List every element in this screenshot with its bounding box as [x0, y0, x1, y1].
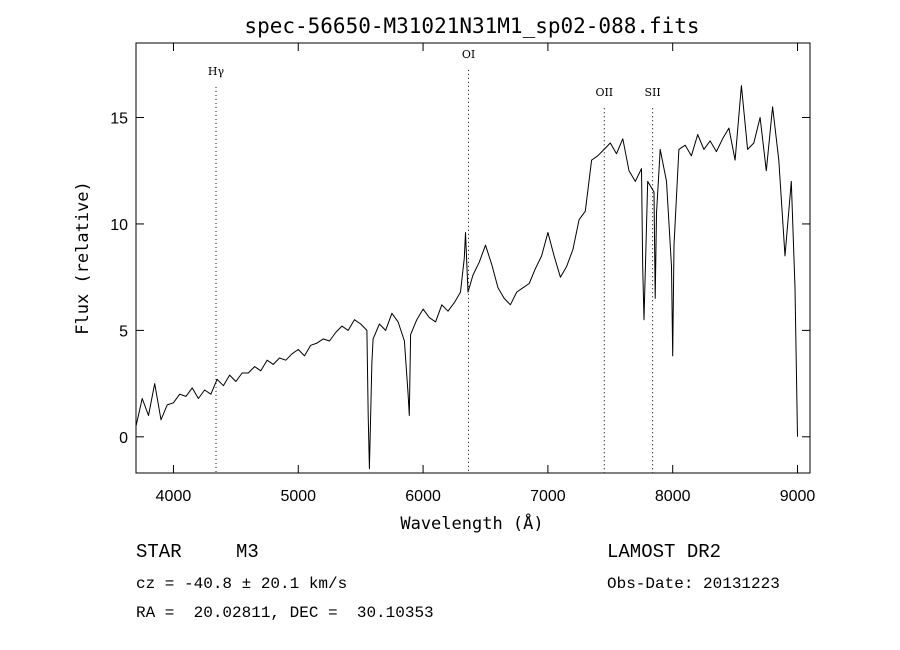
survey-name: LAMOST DR2 — [607, 541, 722, 563]
redshift-cz: cz = -40.8 ± 20.1 km/s — [136, 575, 348, 593]
object-subclass: M3 — [236, 541, 259, 563]
chart-title: spec-56650-M31021N31M1_sp02-088.fits — [244, 14, 699, 38]
coordinates: RA = 20.02811, DEC = 30.10353 — [136, 604, 434, 622]
x-tick-label: 7000 — [530, 488, 566, 505]
x-tick-label: 4000 — [156, 488, 192, 505]
x-tick-label: 8000 — [655, 488, 691, 505]
y-tick-label: 15 — [110, 111, 128, 128]
annotation-labels: Hγ OI OII SII — [208, 48, 661, 99]
spectrum-series-line — [135, 85, 798, 470]
y-tick-label: 5 — [119, 323, 128, 340]
series-layer — [135, 85, 798, 470]
y-tick-label: 0 — [119, 430, 128, 447]
y-axis-label: Flux (relative) — [73, 181, 93, 335]
y-axis-ticks: 0 5 10 15 — [110, 111, 810, 447]
annotation-label: SII — [644, 86, 660, 99]
y-tick-label: 10 — [110, 217, 128, 234]
x-tick-label: 5000 — [280, 488, 316, 505]
x-tick-label: 6000 — [405, 488, 441, 505]
x-axis-ticks: 4000 5000 6000 7000 8000 9000 — [156, 43, 816, 505]
annotation-lines — [215, 69, 654, 473]
x-tick-label: 9000 — [780, 488, 816, 505]
x-axis-label: Wavelength (Å) — [400, 512, 543, 534]
object-type: STAR — [136, 541, 182, 563]
plot-frame — [135, 42, 811, 474]
obs-date: Obs-Date: 20131223 — [607, 575, 780, 593]
annotation-label: OI — [462, 48, 475, 61]
annotation-label: Hγ — [208, 65, 225, 78]
annotation-label: OII — [595, 86, 613, 99]
